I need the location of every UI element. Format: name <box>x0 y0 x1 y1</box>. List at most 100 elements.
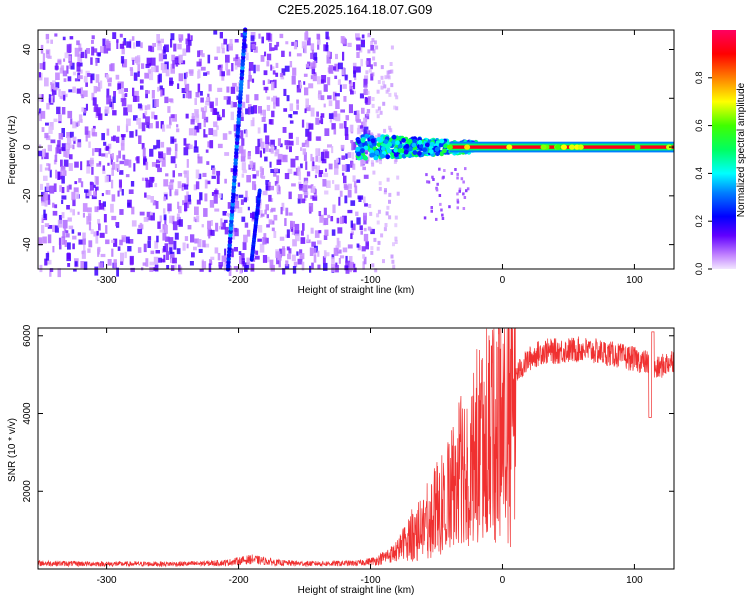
noise-mark <box>190 234 195 243</box>
noise-mark <box>81 107 85 112</box>
noise-mark <box>83 244 86 253</box>
noise-mark <box>322 256 326 264</box>
noise-mark <box>154 240 159 249</box>
noise-mark <box>203 72 208 76</box>
noise-mark <box>170 114 175 119</box>
noise-mark <box>136 156 140 164</box>
noise-mark <box>150 46 155 53</box>
noise-mark <box>363 89 368 95</box>
noise-mark <box>120 134 126 138</box>
noise-mark <box>303 177 309 183</box>
noise-mark <box>44 199 48 207</box>
noise-mark <box>363 196 366 204</box>
noise-mark <box>145 90 148 99</box>
noise-mark <box>300 147 303 151</box>
noise-mark <box>141 177 145 181</box>
noise-mark <box>313 52 318 60</box>
noise-mark <box>51 89 57 95</box>
noise-tail-mark <box>371 263 375 268</box>
transition-mark <box>374 150 380 155</box>
noise-mark <box>90 229 94 235</box>
noise-tail-mark <box>372 170 376 175</box>
noise-mark <box>60 169 66 176</box>
noise-mark <box>174 151 178 159</box>
noise-tail-mark <box>385 89 389 94</box>
noise-mark <box>198 173 202 180</box>
noise-mark <box>47 234 52 244</box>
noise-mark <box>181 184 184 191</box>
noise-mark <box>172 60 175 69</box>
noise-mark <box>271 227 275 232</box>
noise-mark <box>325 168 327 172</box>
y-tick-label: 0 <box>22 144 33 150</box>
noise-mark <box>183 170 187 175</box>
noise-mark <box>180 35 184 41</box>
noise-mark <box>323 172 329 178</box>
noise-mark <box>348 183 352 189</box>
noise-mark <box>217 253 221 261</box>
noise-mark <box>195 114 200 123</box>
noise-mark <box>184 78 187 85</box>
noise-mark <box>199 192 203 201</box>
noise-mark <box>80 181 84 188</box>
noise-mark <box>319 214 324 223</box>
noise-mark <box>187 199 192 205</box>
noise-mark <box>208 263 212 273</box>
scatter-mark <box>462 180 465 184</box>
noise-mark <box>335 158 339 163</box>
noise-mark <box>332 114 336 121</box>
x-tick-label: 100 <box>626 575 643 586</box>
noise-mark <box>268 219 273 225</box>
noise-mark <box>196 128 200 133</box>
noise-mark <box>169 215 173 224</box>
noise-mark <box>60 159 63 167</box>
noise-tail-mark <box>368 68 372 73</box>
noise-mark <box>72 86 76 93</box>
noise-mark <box>273 95 278 105</box>
noise-mark <box>96 186 99 191</box>
noise-mark <box>66 136 72 145</box>
noise-mark <box>314 174 317 179</box>
noise-mark <box>207 220 211 229</box>
noise-mark <box>54 225 59 233</box>
noise-mark <box>308 123 314 130</box>
noise-mark <box>317 39 321 45</box>
noise-mark <box>72 121 77 129</box>
noise-mark <box>38 72 41 78</box>
noise-mark <box>273 231 277 238</box>
noise-mark <box>306 139 310 148</box>
noise-mark <box>145 179 151 188</box>
noise-mark <box>303 191 309 196</box>
noise-mark <box>310 107 315 117</box>
noise-mark <box>341 155 346 160</box>
noise-mark <box>76 62 80 67</box>
noise-mark <box>111 179 114 189</box>
noise-mark <box>119 160 125 165</box>
noise-mark <box>106 128 110 136</box>
scatter-mark <box>438 194 442 197</box>
noise-mark <box>363 78 368 88</box>
noise-mark <box>182 242 186 251</box>
noise-mark <box>133 75 137 80</box>
noise-mark <box>320 116 323 124</box>
noise-mark <box>320 95 325 101</box>
noise-mark <box>261 116 266 122</box>
noise-mark <box>333 247 339 256</box>
noise-mark <box>69 131 74 138</box>
noise-mark <box>248 75 252 82</box>
noise-mark <box>334 184 340 191</box>
noise-mark <box>208 230 211 239</box>
noise-mark <box>91 46 95 56</box>
noise-mark <box>151 162 157 167</box>
noise-mark <box>115 222 119 227</box>
noise-mark <box>44 132 49 139</box>
noise-mark <box>245 94 250 104</box>
noise-mark <box>324 252 330 257</box>
noise-mark <box>156 139 161 149</box>
noise-mark <box>306 37 311 46</box>
noise-mark <box>234 228 239 237</box>
noise-tail-mark <box>386 70 390 75</box>
noise-mark <box>200 91 203 96</box>
noise-mark <box>74 181 78 185</box>
noise-mark <box>42 236 47 244</box>
